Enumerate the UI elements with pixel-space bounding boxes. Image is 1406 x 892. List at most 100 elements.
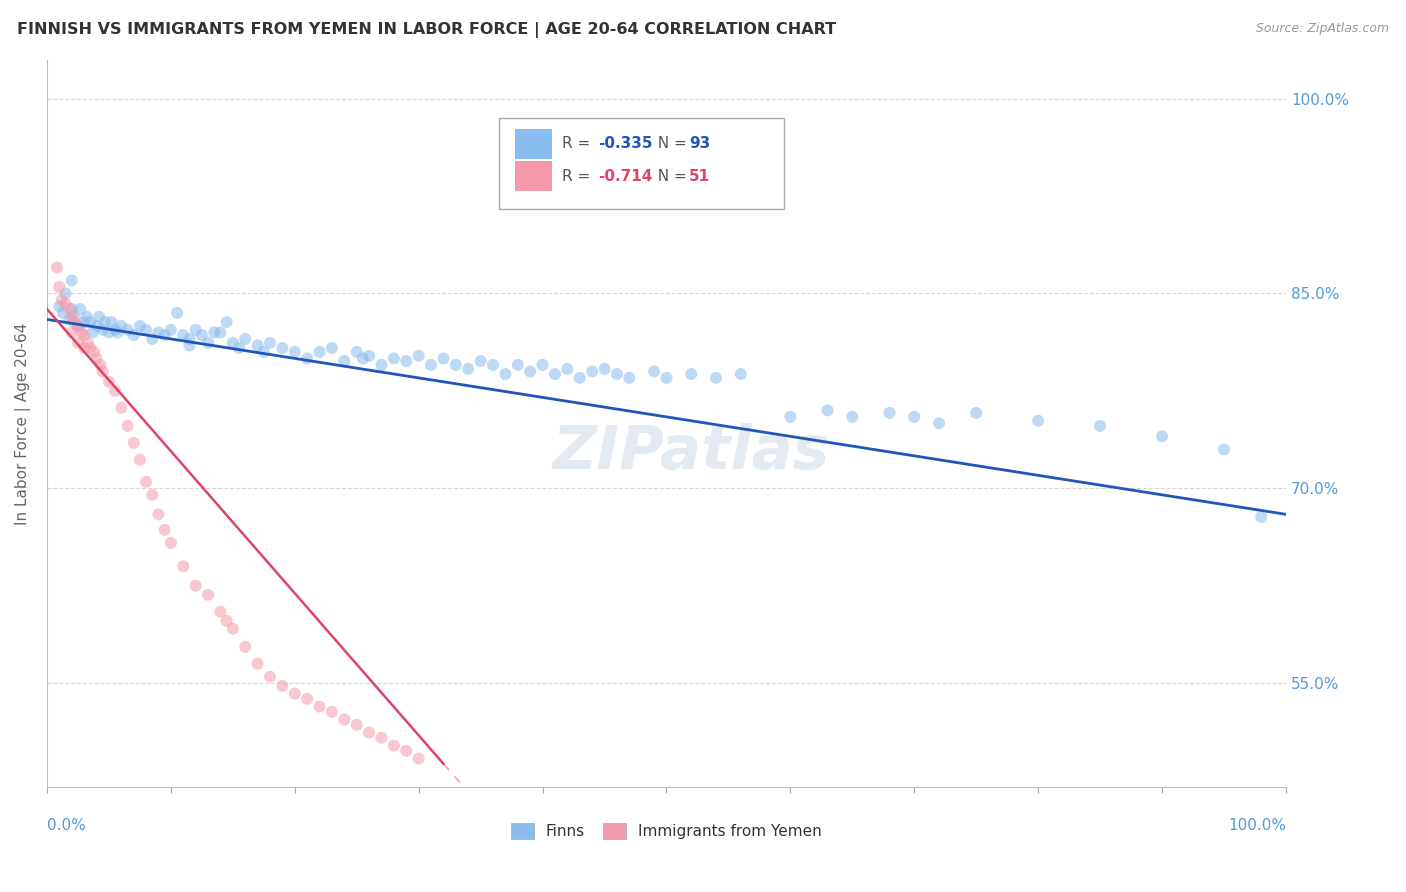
Point xyxy=(494,367,516,381)
Point xyxy=(97,326,120,340)
Point xyxy=(619,371,641,385)
Point xyxy=(184,323,207,337)
Point xyxy=(704,371,727,385)
Point xyxy=(66,318,89,333)
Point xyxy=(420,358,443,372)
Text: 93: 93 xyxy=(689,136,710,152)
Point xyxy=(470,354,492,368)
Y-axis label: In Labor Force | Age 20-64: In Labor Force | Age 20-64 xyxy=(15,322,31,524)
Point xyxy=(817,403,839,417)
Point xyxy=(55,297,77,311)
Point xyxy=(593,361,616,376)
Point xyxy=(160,323,183,337)
Text: FINNISH VS IMMIGRANTS FROM YEMEN IN LABOR FORCE | AGE 20-64 CORRELATION CHART: FINNISH VS IMMIGRANTS FROM YEMEN IN LABO… xyxy=(17,22,837,38)
Text: 0.0%: 0.0% xyxy=(46,818,86,833)
Point xyxy=(58,312,80,326)
Point xyxy=(197,335,219,350)
Point xyxy=(86,351,108,366)
Point xyxy=(655,371,678,385)
Legend: Finns, Immigrants from Yemen: Finns, Immigrants from Yemen xyxy=(505,817,828,845)
Point xyxy=(271,679,294,693)
Point xyxy=(135,323,157,337)
Point xyxy=(63,315,86,329)
Point xyxy=(179,332,201,346)
Point xyxy=(271,341,294,355)
Point xyxy=(91,364,114,378)
Point xyxy=(172,328,194,343)
Point xyxy=(308,699,330,714)
Point xyxy=(73,315,96,329)
Point xyxy=(48,300,70,314)
Point xyxy=(51,293,73,307)
Point xyxy=(153,328,176,343)
Text: 51: 51 xyxy=(689,169,710,184)
Point xyxy=(202,326,225,340)
Point xyxy=(83,345,105,359)
Point xyxy=(965,406,987,420)
Text: ZIPatlas: ZIPatlas xyxy=(553,423,830,482)
Point xyxy=(48,280,70,294)
Point xyxy=(141,332,163,346)
Point xyxy=(1026,414,1049,428)
Point xyxy=(519,364,541,378)
Point xyxy=(60,326,83,340)
Point xyxy=(215,315,238,329)
Point xyxy=(233,332,256,346)
Point xyxy=(209,326,232,340)
Point xyxy=(91,323,114,337)
Point xyxy=(432,351,454,366)
Point xyxy=(215,614,238,628)
Point xyxy=(60,273,83,287)
Point xyxy=(581,364,603,378)
Point xyxy=(148,508,170,522)
Point xyxy=(222,335,245,350)
Point xyxy=(79,315,101,329)
Point xyxy=(76,335,98,350)
Point xyxy=(395,744,418,758)
Point xyxy=(179,338,201,352)
Point xyxy=(253,345,276,359)
Point xyxy=(97,375,120,389)
Point xyxy=(359,725,381,739)
Point xyxy=(730,367,752,381)
Point xyxy=(117,323,139,337)
Point xyxy=(382,739,405,753)
Point xyxy=(928,417,950,431)
Point xyxy=(82,326,104,340)
Point xyxy=(295,691,318,706)
Point xyxy=(359,349,381,363)
Point xyxy=(841,409,863,424)
Point xyxy=(89,358,111,372)
Point xyxy=(141,488,163,502)
Point xyxy=(681,367,703,381)
Point xyxy=(1088,419,1111,434)
Point xyxy=(100,315,122,329)
Point xyxy=(482,358,505,372)
Point xyxy=(209,605,232,619)
Point xyxy=(122,328,145,343)
Point xyxy=(879,406,901,420)
Point xyxy=(246,338,269,352)
Point xyxy=(1152,429,1174,443)
Point xyxy=(259,670,281,684)
Point xyxy=(246,657,269,671)
Point xyxy=(606,367,628,381)
Point xyxy=(308,345,330,359)
Point xyxy=(233,640,256,654)
Point xyxy=(284,345,307,359)
Point xyxy=(568,371,591,385)
Point xyxy=(87,310,110,324)
Point xyxy=(333,354,356,368)
Point xyxy=(184,579,207,593)
Point xyxy=(457,361,479,376)
Point xyxy=(531,358,554,372)
Text: N =: N = xyxy=(648,169,692,184)
FancyBboxPatch shape xyxy=(516,161,553,191)
Point xyxy=(63,310,86,324)
Text: R =: R = xyxy=(562,136,596,152)
Point xyxy=(73,328,96,343)
Point xyxy=(135,475,157,489)
Point xyxy=(544,367,567,381)
Point xyxy=(122,435,145,450)
Point xyxy=(197,588,219,602)
